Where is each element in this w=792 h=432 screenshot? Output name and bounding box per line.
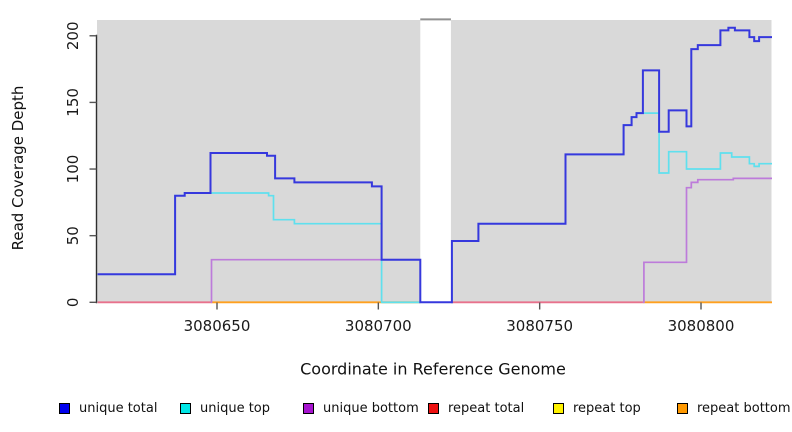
x-axis-title: Coordinate in Reference Genome — [300, 359, 566, 379]
x-tick-label: 3080650 — [184, 317, 251, 335]
legend-swatch-icon — [553, 402, 564, 414]
legend-label: unique bottom — [323, 400, 419, 416]
no-data-gap — [420, 20, 451, 303]
x-tick-label: 3080700 — [345, 317, 412, 335]
y-tick-label: 200 — [64, 21, 82, 50]
legend-label: repeat total — [448, 400, 525, 416]
legend-item-unique-top: unique top — [180, 399, 270, 417]
legend-label: unique total — [79, 400, 158, 416]
legend-item-repeat-total: repeat total — [428, 399, 524, 417]
legend-item-repeat-top: repeat top — [553, 399, 641, 417]
x-tick-label: 3080800 — [668, 317, 735, 335]
legend-swatch-icon — [428, 402, 439, 414]
legend-item-unique-total: unique total — [59, 399, 157, 417]
y-tick-label: 150 — [64, 88, 82, 117]
legend-item-repeat-bottom: repeat bottom — [677, 399, 791, 417]
legend-swatch-icon — [303, 402, 314, 414]
legend-swatch-icon — [677, 402, 688, 414]
series-line-unique-bottom — [642, 177, 772, 304]
legend-label: repeat bottom — [697, 400, 791, 416]
legend-item-unique-bottom: unique bottom — [303, 399, 419, 417]
series-line-unique-total — [97, 26, 772, 304]
y-axis-title: Read Coverage Depth — [9, 85, 27, 251]
legend-label: repeat top — [573, 400, 641, 416]
legend: unique total unique top unique bottom repea… — [0, 399, 792, 421]
legend-swatch-icon — [180, 402, 191, 414]
y-tick-label: 0 — [64, 298, 82, 308]
y-tick-label: 100 — [64, 155, 82, 184]
x-tick-label: 3080750 — [506, 317, 573, 335]
series-line-unique-bottom — [210, 258, 421, 304]
y-tick-label: 50 — [64, 226, 82, 245]
legend-swatch-icon — [59, 402, 70, 414]
legend-label: unique top — [200, 400, 271, 416]
